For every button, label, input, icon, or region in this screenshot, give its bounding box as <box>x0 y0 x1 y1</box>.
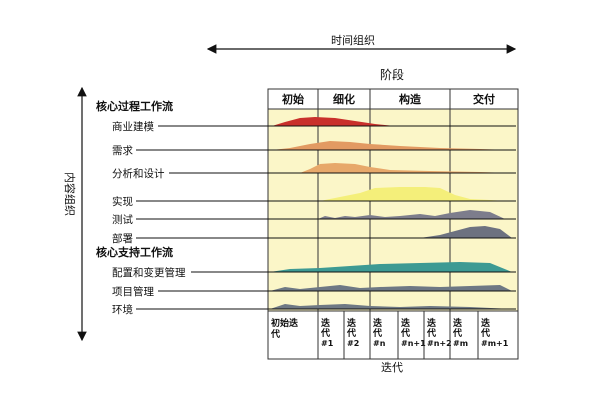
core-workflow-label-0: 商业建模 <box>112 120 154 133</box>
iteration-3: 迭代#n <box>372 317 386 348</box>
requirements-hump <box>272 141 510 150</box>
iteration-6: 迭代#m <box>452 317 468 348</box>
core-process-heading: 核心过程工作流 <box>96 99 173 113</box>
workflow-panel <box>267 108 519 312</box>
iteration-2: 迭代#2 <box>346 317 359 348</box>
core-workflow-label-3: 实现 <box>112 195 133 208</box>
iteration-5: 迭代#n+2 <box>426 317 452 348</box>
project-mgmt-hump <box>270 285 512 291</box>
iteration-row: 初始迭代 迭代#1 迭代#2 迭代#n 迭代#n+1迭代#n+2迭代#m 迭代#m+1 <box>267 310 519 360</box>
config-mgmt-hump <box>270 262 512 272</box>
phase-header: 初始 细化 构造 交付 <box>267 88 519 110</box>
iteration-0: 初始迭代 <box>270 317 298 340</box>
phases-title: 阶段 <box>380 67 404 82</box>
deployment-hump <box>420 226 512 238</box>
core-workflow-label-5: 部署 <box>112 232 133 245</box>
implementation-hump <box>320 187 505 201</box>
test-hump <box>318 210 505 219</box>
phase-2: 构造 <box>399 92 422 106</box>
core-workflow-label-1: 需求 <box>112 145 133 157</box>
iteration-1: 迭代#1 <box>320 317 334 348</box>
business-modeling-hump <box>272 117 395 126</box>
core-workflow-label-4: 测试 <box>112 213 133 226</box>
support-workflow-label-1: 项目管理 <box>112 285 154 298</box>
iterations-caption: 迭代 <box>381 361 403 374</box>
support-heading: 核心支持工作流 <box>96 245 173 259</box>
time-axis-label: 时间组织 <box>331 33 375 47</box>
analysis-design-hump <box>300 163 510 173</box>
core-workflow-label-2: 分析和设计 <box>112 167 165 180</box>
iteration-4: 迭代#n+1 <box>400 317 426 348</box>
phase-1: 细化 <box>333 92 355 106</box>
support-workflow-label-0: 配置和变更管理 <box>112 266 186 279</box>
support-workflow-label-2: 环境 <box>112 303 133 316</box>
phase-3: 交付 <box>473 92 495 106</box>
iteration-7: 迭代#m+1 <box>480 317 509 348</box>
phase-0: 初始 <box>282 92 304 106</box>
content-axis-label: 内容组织 <box>63 172 77 216</box>
environment-hump <box>270 304 512 309</box>
